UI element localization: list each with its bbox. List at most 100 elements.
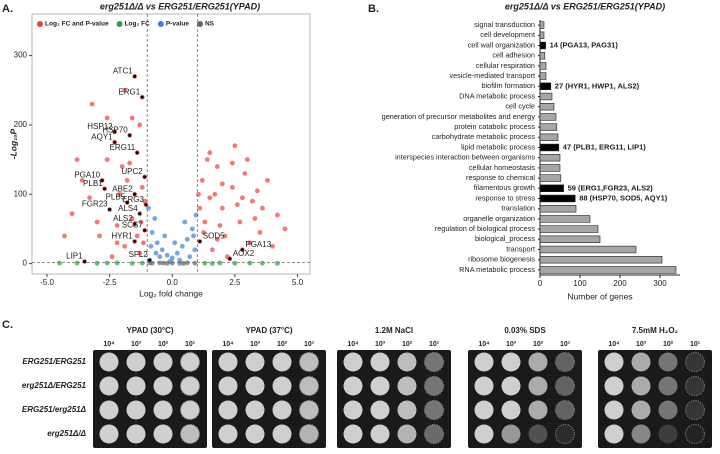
colony-spot — [126, 352, 146, 372]
dilution-label: 10⁴ — [478, 341, 490, 348]
point — [192, 247, 198, 253]
category-label: vesicle-mediated transport — [449, 71, 535, 80]
colony-spot — [298, 351, 320, 373]
plot-frame — [31, 13, 311, 275]
category-label: interspecies interaction between organis… — [395, 153, 535, 162]
point — [219, 205, 225, 211]
point-annotation: LIP1 — [66, 252, 83, 261]
point — [167, 259, 173, 264]
point — [184, 260, 190, 266]
strain-label: ERG251/ERG251 — [22, 357, 86, 366]
x-tick-label: 0 — [538, 279, 543, 288]
point-annotation: PGA10 — [74, 171, 100, 180]
colony-spot — [684, 375, 706, 397]
colony-spot — [153, 352, 173, 372]
bar — [539, 103, 555, 111]
annotated-point — [138, 212, 142, 216]
annotated-point — [228, 257, 232, 261]
bar — [539, 21, 545, 29]
point — [260, 260, 265, 266]
colony-spot — [528, 352, 548, 372]
colony-spot — [218, 424, 238, 444]
colony-spot — [370, 400, 390, 420]
bar — [539, 184, 564, 192]
point — [229, 160, 235, 166]
colony-spot — [604, 352, 624, 372]
point — [137, 250, 143, 256]
point — [270, 243, 275, 249]
dilution-label: 10² — [402, 341, 413, 348]
dilution-label: 10³ — [250, 341, 261, 348]
point — [117, 191, 123, 197]
colony-spot — [658, 376, 678, 396]
colony-spot — [272, 376, 292, 396]
category-label: cell adhesion — [492, 51, 535, 60]
colony-spot — [474, 376, 494, 396]
colony-spot — [501, 424, 521, 444]
point — [217, 260, 223, 266]
point — [209, 247, 215, 253]
y-tick-label: 0 — [23, 259, 28, 268]
point — [184, 236, 190, 242]
colony-spot — [684, 351, 706, 373]
point-annotation: PLB5 — [106, 193, 126, 202]
point — [196, 191, 201, 197]
colony-spot — [554, 375, 576, 397]
colony-spot — [631, 424, 651, 444]
point-annotation: ERG1 — [118, 87, 140, 96]
point — [199, 178, 205, 183]
bar — [539, 154, 561, 162]
point — [237, 219, 243, 225]
point-annotation: SFL2 — [129, 250, 149, 259]
colony-spot — [397, 400, 417, 420]
category-label: generation of precursor metabolites and … — [382, 112, 536, 121]
point — [202, 260, 208, 266]
colony-spot — [245, 400, 265, 420]
colony-spot — [245, 376, 265, 396]
annotated-point — [143, 175, 147, 179]
colony-spot — [343, 352, 363, 372]
point — [257, 230, 263, 235]
point — [275, 212, 280, 218]
colony-spot — [245, 424, 265, 444]
plate-image — [468, 350, 582, 448]
colony-spot — [631, 376, 651, 396]
dilution-label: 10⁴ — [103, 341, 115, 348]
annotated-point — [240, 248, 244, 252]
category-label: organelle organization — [463, 214, 535, 223]
annotated-point — [140, 95, 144, 99]
colony-spot — [604, 376, 624, 396]
point — [129, 260, 135, 266]
bar — [539, 133, 559, 141]
point — [174, 250, 180, 256]
point-annotation: ATC1 — [113, 67, 133, 76]
bar — [539, 82, 552, 91]
bar — [539, 205, 577, 213]
point — [104, 157, 110, 163]
point-annotation: HYR1 — [111, 232, 133, 241]
x-tick-label: 5.0 — [292, 278, 304, 287]
colony-spot — [658, 424, 678, 444]
annotated-point — [113, 140, 117, 144]
annotated-point — [103, 187, 107, 191]
dilution-label: 10⁴ — [347, 341, 359, 348]
point — [232, 260, 238, 266]
colony-spot — [423, 399, 445, 421]
point — [149, 230, 155, 235]
point — [138, 219, 144, 225]
bar — [539, 123, 558, 131]
colony-spot — [218, 400, 238, 420]
point-annotation: HSP12 — [87, 122, 113, 131]
colony-spot — [126, 376, 146, 396]
dilution-label: 10³ — [131, 341, 142, 348]
dilution-label: 10² — [663, 341, 674, 348]
colony-spot — [245, 352, 265, 372]
point — [146, 205, 151, 211]
colony-spot — [604, 400, 624, 420]
point — [247, 240, 253, 246]
legend-marker — [196, 21, 203, 27]
dilution-label: 10⁴ — [222, 341, 234, 348]
point — [191, 233, 196, 239]
category-label: biofilm formation — [481, 81, 535, 90]
annotated-point — [113, 130, 117, 134]
